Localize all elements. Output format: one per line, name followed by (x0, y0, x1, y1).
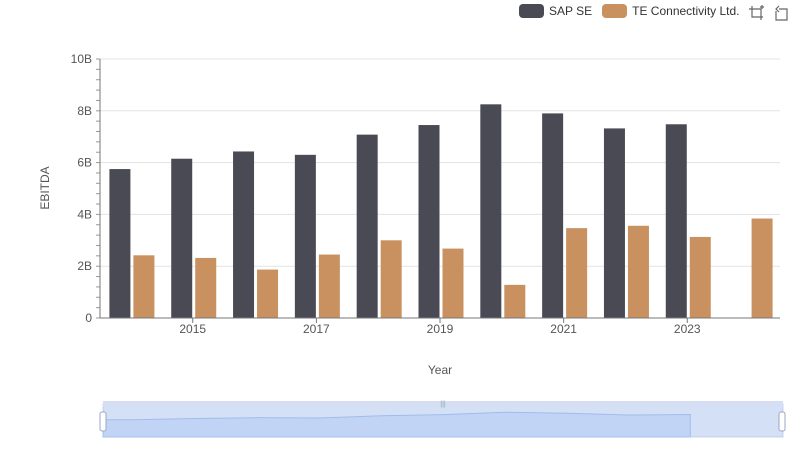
bar-sap-2014[interactable] (109, 169, 131, 318)
bar-te-2021[interactable] (566, 228, 588, 318)
bar-te-2020[interactable] (504, 284, 526, 318)
data-zoom-slider[interactable]: ||| (99, 401, 786, 438)
bar-te-2014[interactable] (133, 255, 155, 318)
slider-selection (103, 404, 783, 437)
x-axis-title: Year (428, 363, 452, 377)
bar-te-2019[interactable] (442, 248, 464, 318)
legend-swatch-te (602, 4, 628, 18)
y-axis-title: EBITDA (38, 166, 52, 209)
legend-item-sap[interactable]: SAP SE (519, 4, 592, 18)
bar-sap-2020[interactable] (480, 104, 502, 318)
bar-sap-2023[interactable] (665, 124, 687, 318)
x-tick-label: 2017 (303, 322, 330, 336)
y-axis: 0 2B 4B 6B 8B 10B (71, 52, 101, 325)
slider-top-bar[interactable] (103, 401, 783, 407)
y-tick-label: 10B (71, 52, 92, 66)
bar-sap-2019[interactable] (418, 125, 440, 318)
bars[interactable] (109, 104, 773, 318)
bar-te-2018[interactable] (380, 240, 402, 318)
bar-sap-2015[interactable] (171, 158, 193, 318)
slider-handle-right[interactable] (778, 411, 786, 432)
y-tick-label: 8B (77, 104, 92, 118)
slider-preview-area (102, 411, 691, 438)
x-tick-label: 2023 (674, 322, 701, 336)
legend: SAP SE TE Connectivity Ltd. (519, 4, 750, 18)
y-tick-label: 4B (77, 207, 92, 221)
legend-label-sap: SAP SE (549, 4, 593, 18)
bar-sap-2022[interactable] (603, 128, 625, 318)
y-tick-label: 0 (85, 311, 92, 325)
bar-te-2015[interactable] (195, 257, 217, 318)
bar-te-2024[interactable] (751, 218, 773, 318)
legend-label-te: TE Connectivity Ltd. (632, 4, 740, 18)
bar-te-2017[interactable] (318, 254, 340, 318)
bar-sap-2016[interactable] (233, 151, 255, 318)
y-tick-label: 6B (77, 156, 92, 170)
x-tick-label: 2021 (550, 322, 577, 336)
bar-te-2023[interactable] (689, 236, 711, 318)
bar-sap-2017[interactable] (294, 154, 316, 318)
slider-handle-left[interactable] (99, 411, 107, 432)
bar-te-2016[interactable] (257, 269, 279, 318)
slider-grip-icon: ||| (440, 401, 446, 408)
x-tick-label: 2015 (179, 322, 206, 336)
bar-sap-2018[interactable] (356, 134, 378, 318)
bar-sap-2021[interactable] (542, 113, 564, 318)
x-tick-label: 2019 (427, 322, 454, 336)
legend-item-te[interactable]: TE Connectivity Ltd. (602, 4, 740, 18)
zoom-reset-icon[interactable] (773, 5, 789, 21)
bar-te-2022[interactable] (627, 225, 649, 318)
legend-swatch-sap (519, 4, 544, 18)
zoom-icon[interactable] (748, 5, 764, 21)
x-axis: 2015 2017 2019 2021 2023 (100, 317, 780, 336)
y-tick-label: 2B (77, 259, 92, 273)
